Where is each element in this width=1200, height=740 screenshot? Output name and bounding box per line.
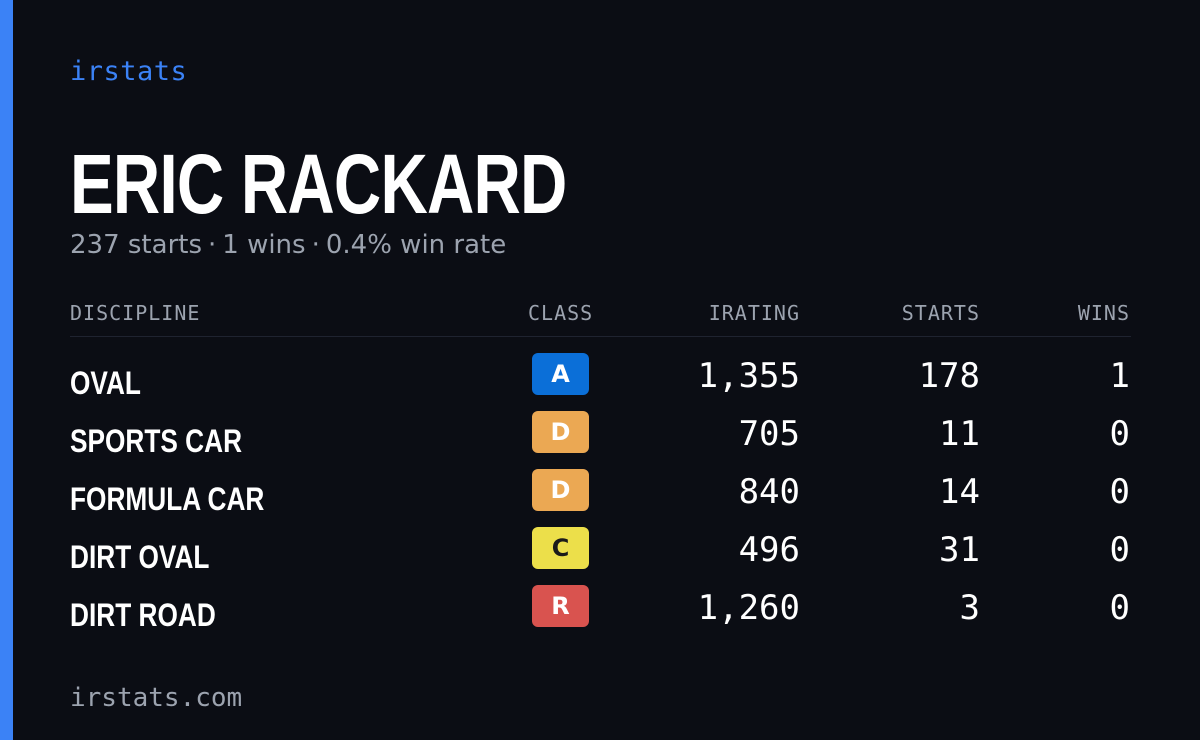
header-irating: IRATING [708, 301, 800, 325]
class-badge: A [532, 353, 589, 395]
discipline-name: DIRT ROAD [70, 597, 216, 633]
wins-value: 0 [1109, 414, 1130, 454]
win-rate-summary: 0.4% win rate [325, 230, 507, 260]
class-badge: R [532, 585, 589, 627]
header-wins: WINS [1077, 301, 1130, 325]
starts-summary: 237 starts [70, 230, 202, 260]
class-badge: C [532, 527, 589, 569]
discipline-name: FORMULA CAR [70, 481, 265, 517]
irating-value: 1,260 [697, 588, 800, 628]
accent-bar [0, 0, 13, 740]
separator-dot: · [311, 230, 320, 260]
starts-value: 178 [918, 356, 980, 396]
irating-value: 1,355 [697, 356, 800, 396]
header-starts: STARTS [901, 301, 980, 325]
table-row: DIRT OVAL C 496 31 0 [70, 527, 1131, 585]
discipline-name: DIRT OVAL [70, 539, 210, 575]
starts-value: 14 [939, 472, 980, 512]
stats-table: DISCIPLINE CLASS IRATING STARTS WINS OVA… [70, 296, 1131, 643]
table-row: DIRT ROAD R 1,260 3 0 [70, 585, 1131, 643]
table-row: OVAL A 1,355 178 1 [70, 353, 1131, 411]
table-header: DISCIPLINE CLASS IRATING STARTS WINS [70, 296, 1131, 337]
header-class: CLASS [528, 301, 594, 325]
table-row: SPORTS CAR D 705 11 0 [70, 411, 1131, 469]
footer-url[interactable]: irstats.com [70, 683, 243, 713]
header-discipline: DISCIPLINE [70, 301, 201, 325]
class-badge: D [532, 411, 589, 453]
starts-value: 11 [939, 414, 980, 454]
starts-value: 3 [959, 588, 980, 628]
wins-summary: 1 wins [222, 230, 306, 260]
brand-logo[interactable]: irstats [70, 56, 188, 87]
irating-value: 705 [738, 414, 800, 454]
table-row: FORMULA CAR D 840 14 0 [70, 469, 1131, 527]
irating-value: 496 [738, 530, 800, 570]
wins-value: 0 [1109, 472, 1130, 512]
irating-value: 840 [738, 472, 800, 512]
wins-value: 1 [1109, 356, 1130, 396]
table-body: OVAL A 1,355 178 1 SPORTS CAR D 705 11 0… [70, 353, 1131, 643]
wins-value: 0 [1109, 530, 1130, 570]
player-name: ERIC RACKARD [70, 137, 567, 231]
separator-dot: · [208, 230, 217, 260]
discipline-name: OVAL [70, 365, 141, 401]
player-summary: 237 starts · 1 wins · 0.4% win rate [70, 226, 506, 264]
starts-value: 31 [939, 530, 980, 570]
class-badge: D [532, 469, 589, 511]
discipline-name: SPORTS CAR [70, 423, 243, 459]
wins-value: 0 [1109, 588, 1130, 628]
